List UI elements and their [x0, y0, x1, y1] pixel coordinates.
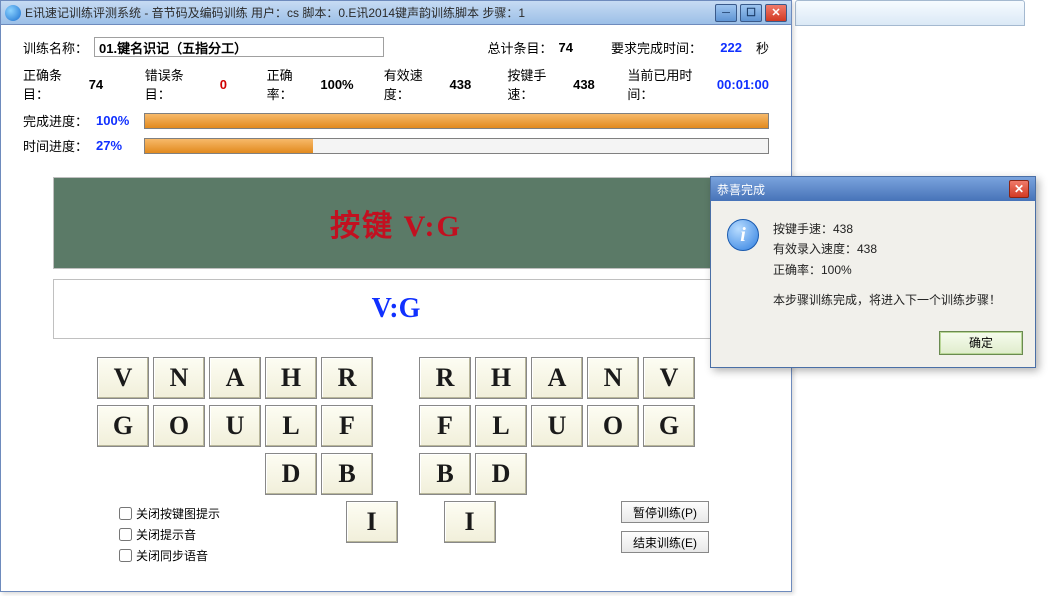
background-window-tab — [795, 0, 1025, 26]
pause-button[interactable]: 暂停训练(P) — [621, 501, 709, 523]
correct-label: 正确条目： — [23, 65, 83, 103]
key-i: I — [444, 501, 496, 543]
key-r: R — [321, 357, 373, 399]
key-b: B — [321, 453, 373, 495]
key-v: V — [643, 357, 695, 399]
prompt-text: 按键 V:G — [330, 201, 462, 245]
speed-value: 438 — [449, 77, 480, 92]
key-r: R — [419, 357, 471, 399]
dialog-line1: 按键手速：438 — [773, 219, 1001, 239]
key-u: U — [209, 405, 261, 447]
close-button[interactable]: ✕ — [765, 4, 787, 22]
keyboard-display: VNAHRRHANV GOULFFLUOG DBBD — [63, 357, 729, 495]
dialog-title: 恭喜完成 — [717, 181, 1009, 198]
progress-row-complete: 完成进度： 100% — [23, 111, 769, 130]
key-o: O — [587, 405, 639, 447]
speed-label: 有效速度： — [384, 65, 444, 103]
correct-value: 74 — [89, 77, 115, 92]
rate-value: 100% — [320, 77, 357, 92]
error-value: 0 — [211, 77, 237, 92]
key-v: V — [97, 357, 149, 399]
key-u: U — [531, 405, 583, 447]
key-o: O — [153, 405, 205, 447]
progress1-pct: 100% — [96, 113, 136, 128]
dialog-line2: 有效录入速度：438 — [773, 239, 1001, 259]
key-d: D — [265, 453, 317, 495]
progress2-bar — [144, 138, 769, 154]
rate-label: 正确率： — [267, 65, 315, 103]
key-l: L — [265, 405, 317, 447]
progress1-label: 完成进度： — [23, 111, 88, 130]
key-h: H — [475, 357, 527, 399]
key-g: G — [643, 405, 695, 447]
progress2-fill — [145, 139, 313, 153]
reqtime-label: 要求完成时间： — [611, 38, 702, 57]
progress-row-time: 时间进度： 27% — [23, 136, 769, 155]
minimize-button[interactable]: ─ — [715, 4, 737, 22]
main-titlebar[interactable]: E讯速记训练评测系统 - 音节码及编码训练 用户：cs 脚本：0.E讯2014键… — [1, 1, 791, 25]
key-l: L — [475, 405, 527, 447]
ok-button[interactable]: 确定 — [939, 331, 1023, 355]
progress2-pct: 27% — [96, 138, 136, 153]
key-g: G — [97, 405, 149, 447]
maximize-button[interactable]: ☐ — [740, 4, 762, 22]
reqtime-value: 222 — [708, 40, 742, 55]
dialog-close-button[interactable]: ✕ — [1009, 180, 1029, 198]
info-icon: i — [727, 219, 759, 251]
check-hide-key-hint[interactable]: 关闭按键图提示 — [119, 505, 220, 522]
progress2-label: 时间进度： — [23, 136, 88, 155]
key-d: D — [475, 453, 527, 495]
check1-label: 关闭按键图提示 — [136, 505, 220, 522]
keyspeed-value: 438 — [573, 77, 604, 92]
error-label: 错误条目： — [145, 65, 205, 103]
progress1-fill — [145, 114, 768, 128]
total-label: 总计条目： — [487, 38, 552, 57]
dialog-titlebar[interactable]: 恭喜完成 ✕ — [711, 177, 1035, 201]
key-b: B — [419, 453, 471, 495]
info-row-1: 训练名称： 总计条目： 74 要求完成时间： 222 秒 — [23, 37, 769, 57]
sec-label: 秒 — [756, 38, 769, 57]
key-n: N — [153, 357, 205, 399]
check-mute-sound[interactable]: 关闭提示音 — [119, 526, 220, 543]
answer-text: V:G — [372, 293, 421, 325]
key-a: A — [531, 357, 583, 399]
prompt-panel: 按键 V:G — [53, 177, 739, 269]
main-window: E讯速记训练评测系统 - 音节码及编码训练 用户：cs 脚本：0.E讯2014键… — [0, 0, 792, 592]
name-label: 训练名称： — [23, 38, 88, 57]
completion-dialog: 恭喜完成 ✕ i 按键手速：438 有效录入速度：438 正确率：100% 本步… — [710, 176, 1036, 368]
key-n: N — [587, 357, 639, 399]
dialog-line4: 本步骤训练完成，将进入下一个训练步骤！ — [773, 290, 1001, 310]
keyspeed-label: 按键手速： — [507, 65, 567, 103]
key-i: I — [346, 501, 398, 543]
check-mute-voice[interactable]: 关闭同步语音 — [119, 547, 220, 564]
end-button[interactable]: 结束训练(E) — [621, 531, 709, 553]
key-a: A — [209, 357, 261, 399]
info-row-2: 正确条目： 74 错误条目： 0 正确率： 100% 有效速度： 438 按键手… — [23, 65, 769, 103]
total-value: 74 — [559, 40, 573, 55]
key-h: H — [265, 357, 317, 399]
app-icon — [5, 5, 21, 21]
answer-panel: V:G — [53, 279, 739, 339]
dialog-line3: 正确率：100% — [773, 260, 1001, 280]
training-name-input[interactable] — [94, 37, 384, 57]
check2-label: 关闭提示音 — [136, 526, 196, 543]
elapsed-value: 00:01:00 — [717, 77, 769, 92]
elapsed-label: 当前已用时间： — [627, 65, 711, 103]
dialog-message: 按键手速：438 有效录入速度：438 正确率：100% 本步骤训练完成，将进入… — [773, 219, 1001, 311]
window-title: E讯速记训练评测系统 - 音节码及编码训练 用户：cs 脚本：0.E讯2014键… — [25, 4, 715, 21]
key-f: F — [321, 405, 373, 447]
key-f: F — [419, 405, 471, 447]
check3-label: 关闭同步语音 — [136, 547, 208, 564]
progress1-bar — [144, 113, 769, 129]
